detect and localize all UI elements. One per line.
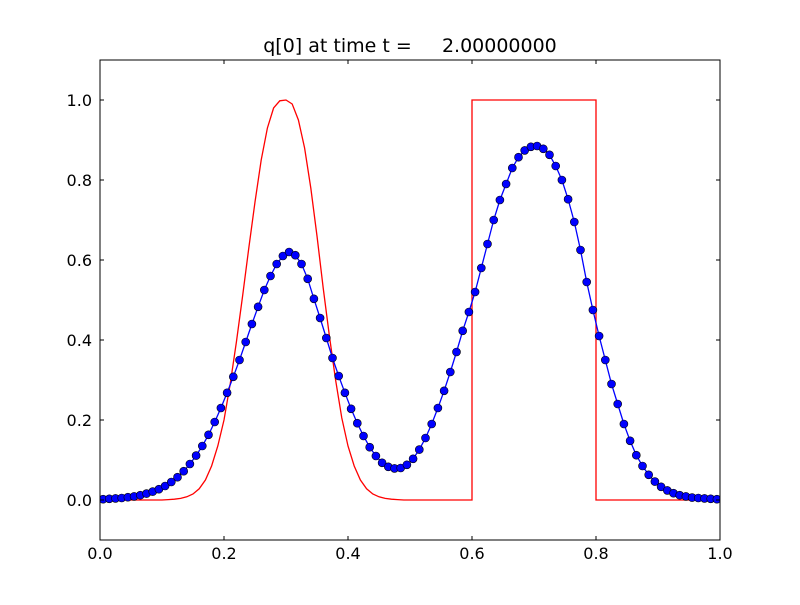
series-1-point [229,372,238,382]
series-1-point [563,194,573,204]
x-tick-label: 0.8 [583,544,608,563]
series-1-point [619,419,629,429]
series-1-point [445,367,455,377]
series-1-point [290,250,300,260]
series-1-point [607,379,616,389]
series-1-point [470,287,480,297]
series-1-point [235,355,244,365]
series-1-point [352,418,362,428]
series-1-point [414,445,424,454]
series-1-point [204,430,213,440]
series-1-point [160,481,170,491]
series-1-point [315,313,325,323]
series-1-point [198,441,207,451]
x-tick-label: 0.2 [211,544,236,563]
axes-frame [99,59,721,541]
series-1-point [340,388,350,398]
series-1-point [588,305,598,315]
series-1-point [365,442,375,452]
series-0 [100,99,720,501]
series-1-point [476,263,486,273]
series-1-point [278,251,288,261]
series-1-point [328,353,337,363]
series-1-point [495,195,505,205]
series-1-point [421,433,430,443]
series-1-point [402,460,412,470]
series-1-point [576,245,585,255]
series-1-point [439,386,449,396]
series-1-point [644,470,654,480]
series-1-point [489,215,499,225]
series-1-point [334,371,344,381]
series-1-point [309,294,319,304]
series-1-point [427,419,437,429]
series-1-point [458,326,468,336]
series-1-point [452,347,461,357]
y-tick-label: 0.2 [67,411,92,430]
series-1-point [346,404,356,414]
x-tick-label: 1.0 [707,544,732,563]
series-1-point [303,274,313,284]
series-1-point [259,285,269,295]
series-1-point [173,472,182,482]
series-1-point [545,150,554,160]
series-1-point [247,319,257,329]
series-1-point [501,179,511,189]
series-0-line [100,99,720,501]
series-1-point [594,331,604,341]
series-1-point [216,403,226,413]
series-1-point [650,477,660,486]
series-1-point [712,494,720,504]
series-1-point [185,459,195,469]
x-tick-label: 0.4 [335,544,360,563]
series-1-point [551,161,561,171]
series-1-point [625,436,635,446]
series-1-point [631,450,641,460]
series-1-point [321,333,331,343]
x-tick-label: 0.0 [87,544,112,563]
series-1-point [557,175,567,185]
series-1-point [464,307,474,317]
series-1-point [582,277,592,287]
series-layer [100,99,720,504]
series-1-point [359,431,368,441]
chart-title: q[0] at time t = 2.00000000 [263,35,557,57]
x-tick-label: 0.6 [459,544,484,563]
series-1 [100,141,720,504]
series-1-point [191,451,201,460]
series-1-point [179,466,188,476]
y-tick-label: 1.0 [67,91,92,110]
series-1-point [377,458,387,468]
y-tick-label: 0.6 [67,251,92,270]
series-1-point [222,388,232,398]
y-tick-label: 0.8 [67,171,92,190]
series-1-point [569,217,579,227]
series-1-point [433,403,443,413]
series-1-point [297,259,306,269]
series-1-point [167,477,176,487]
series-1-point [514,152,523,162]
series-1-point [600,355,610,365]
series-1-point [507,163,517,173]
series-1-point [538,144,548,154]
series-1-point [253,302,263,312]
series-1-point [613,399,623,409]
series-1-line [103,145,717,500]
series-1-point [241,337,250,347]
series-1-point [408,454,418,464]
y-tick-label: 0.0 [67,491,92,510]
series-1-point [371,451,381,461]
series-1-point [272,259,282,269]
series-1-point [266,271,275,281]
series-1-point [638,461,647,471]
y-tick-label: 0.4 [67,331,92,350]
ticks-layer: 0.0 0.2 0.4 0.6 0.8 1.0 0.0 0.2 0.4 0.6 0.8 1.0 [67,60,733,563]
series-1-point [210,417,219,427]
series-1-point [483,239,492,249]
